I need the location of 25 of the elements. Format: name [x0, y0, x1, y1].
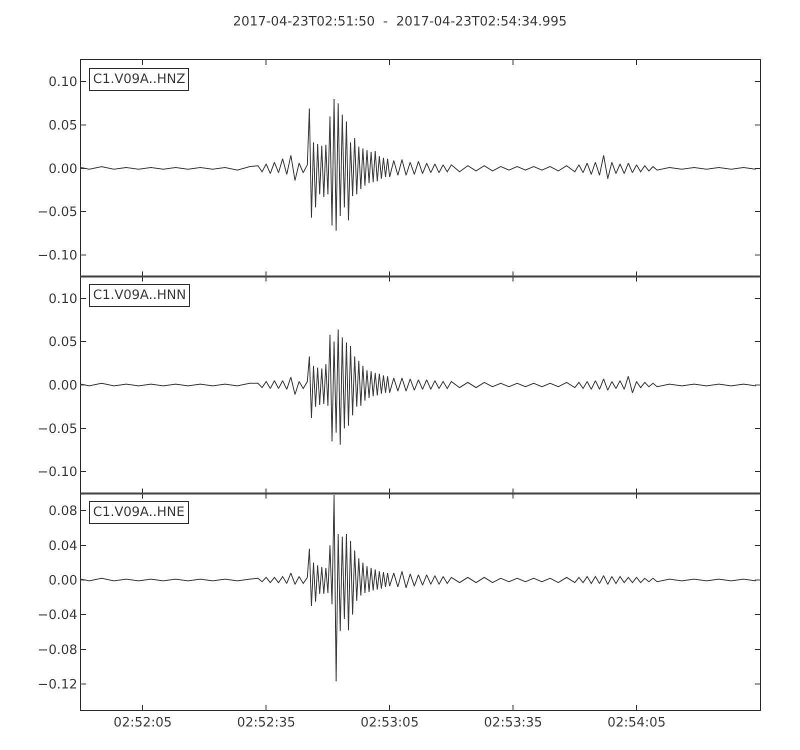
y-tick-label: 0.05: [48, 335, 78, 350]
y-tick-label: −0.08: [38, 642, 78, 658]
annotation: C1.V09A..HNZ: [93, 72, 186, 87]
y-tick-label: 0.00: [48, 378, 78, 394]
y-tick-label: 0.04: [48, 538, 78, 554]
y-tick-label: 0.10: [48, 292, 78, 307]
x-tick-label: 02:53:05: [360, 716, 419, 731]
y-tick-label: −0.10: [38, 465, 78, 480]
y-tick-label: 0.10: [48, 75, 78, 90]
y-tick-label: −0.10: [38, 248, 78, 264]
chart-title: 2017-04-23T02:51:50 - 2017-04-23T02:54:34.995: [233, 14, 567, 30]
y-tick-label: 0.08: [48, 504, 78, 520]
y-tick-label: 0.05: [48, 118, 78, 134]
x-tick-label: 02:52:05: [114, 716, 172, 731]
x-tick-label: 02:54:05: [607, 716, 666, 731]
y-tick-label: −0.05: [38, 422, 78, 437]
y-tick-label: −0.05: [38, 205, 78, 220]
annotation: C1.V09A..HNE: [93, 505, 185, 520]
y-tick-label: −0.04: [38, 608, 78, 624]
y-tick-label: 0.00: [48, 162, 78, 177]
x-tick-label: 02:52:35: [236, 716, 296, 731]
y-tick-label: 0.00: [48, 574, 78, 589]
annotation: C1.V09A..HNN: [93, 288, 186, 303]
x-tick-label: 02:53:35: [484, 716, 542, 731]
y-tick-label: −0.12: [38, 678, 78, 693]
